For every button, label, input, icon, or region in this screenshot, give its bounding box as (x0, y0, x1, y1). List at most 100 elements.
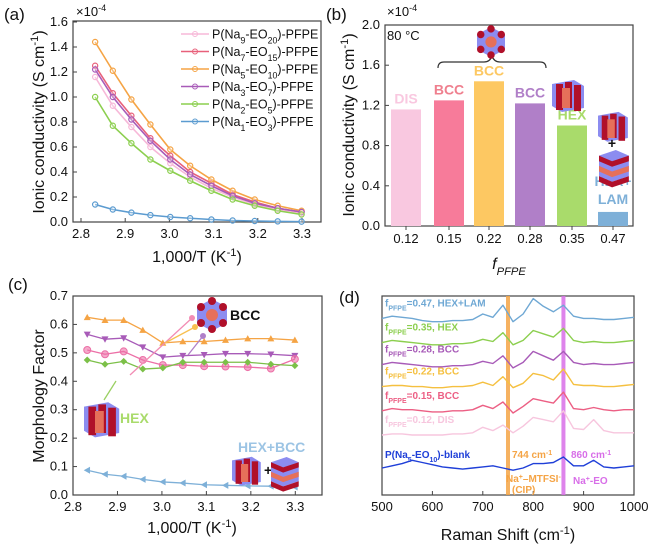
series-line (91, 93, 305, 218)
y-tick-label: 1.0 (50, 89, 68, 104)
data-point (186, 215, 194, 222)
cylinder (601, 115, 609, 140)
data-point (267, 351, 275, 358)
data-point (147, 121, 154, 128)
x-tick-label: 3.1 (205, 226, 223, 241)
sphere (208, 297, 216, 305)
peak-assignment-eo: Na+-EO (573, 476, 608, 488)
data-point (101, 470, 108, 478)
y-tick-label: 0.5 (50, 345, 68, 360)
y-tick-label: 0.0 (362, 218, 380, 233)
sphere (219, 319, 227, 327)
data-point (109, 67, 117, 74)
data-point (147, 211, 154, 219)
data-point (221, 336, 229, 343)
y-tick-label: 0.2 (50, 189, 68, 204)
x-tick-label: 2.8 (72, 226, 90, 241)
series-path (87, 316, 295, 344)
data-point (244, 350, 252, 358)
data-point (221, 481, 229, 489)
y-tick-label: 0.7 (50, 288, 68, 303)
sphere (206, 309, 218, 321)
spectrum-label: fPFPE=0.35, HEX (385, 323, 458, 337)
series-line (83, 356, 299, 373)
hex-structure-icon (84, 402, 120, 438)
x-tick-label: 2.9 (108, 499, 126, 514)
y-tick-label: 0.4 (362, 178, 380, 193)
data-point (186, 171, 194, 178)
data-point (120, 335, 128, 342)
data-point (128, 140, 135, 147)
spectrum (381, 456, 635, 471)
x-tick-label: 600 (422, 499, 444, 514)
spectrum-label: P(Na5-EO10)-blank (385, 450, 470, 464)
plus-sign: + (264, 462, 272, 478)
spectrum (381, 327, 635, 346)
cylinder (562, 88, 570, 108)
data-point (139, 326, 147, 333)
data-point (267, 335, 275, 342)
legend-marker (192, 118, 198, 125)
sphere (497, 45, 505, 54)
spectrum (381, 350, 635, 369)
annotation-hex-bcc: HEX+BCC (238, 439, 305, 455)
bar (598, 211, 628, 226)
data-point (109, 93, 117, 101)
panel-d: (d) 500 600 700 800 900 1000 Raman Shift (cm-1)… (339, 288, 648, 544)
x-tick-label: 0.47 (600, 231, 625, 246)
bar-label: BCC (515, 84, 545, 100)
panel-label: (c) (8, 275, 28, 294)
data-point (128, 116, 135, 123)
data-point (128, 209, 135, 216)
data-point (179, 479, 186, 487)
peak-assignment-cip: Na+–MTFSI- (506, 474, 561, 486)
x-axis-label: fPFPE (492, 256, 526, 278)
legend-label: P(Na1-EO3)-PFPE (212, 115, 313, 133)
annotation-arrow (187, 335, 204, 356)
lamella (271, 481, 299, 492)
data-point (91, 201, 99, 208)
bar (515, 103, 545, 226)
data-point (120, 472, 127, 480)
data-point (221, 358, 229, 366)
data-point (120, 357, 128, 365)
spectrum-label: fPFPE=0.22, BCC (385, 367, 459, 381)
series-path (94, 41, 302, 212)
peak-assignment-cip-sub: (CIP) (512, 485, 535, 496)
cylinder (607, 119, 615, 138)
panel-label: (a) (4, 5, 25, 24)
legend-marker (192, 101, 198, 107)
spectrum-path (381, 297, 635, 323)
panel-c: (c) 0.0 0.1 0.2 0.3 0.4 0.5 0.6 0.7 2.8 2.9 3.0 3.1 3… (8, 275, 323, 537)
y-axis-label: Morphology Factor (31, 329, 48, 463)
x-axis-label: Raman Shift (cm-1) (441, 525, 575, 544)
legend-marker (192, 83, 198, 90)
data-point (200, 352, 208, 359)
spectrum-label: fPFPE=0.28, BCC (385, 345, 459, 359)
y-multiplier: ×10-4 (387, 3, 417, 19)
x-tick-label: 700 (472, 499, 494, 514)
series-path (87, 333, 295, 358)
y-tick-label: 1.6 (362, 57, 380, 72)
legend-label: P(Na2-EO5)-PFPE (212, 98, 313, 116)
data-point (179, 358, 187, 366)
data-point (147, 156, 154, 163)
data-point (159, 339, 167, 346)
data-point (83, 346, 92, 355)
series-line (83, 331, 299, 361)
sphere (487, 25, 495, 33)
data-point (109, 122, 117, 129)
data-point (101, 316, 109, 323)
legend-label: P(Na3-EO7)-PFPE (212, 80, 313, 98)
spectrum-path (381, 350, 635, 369)
x-tick-label: 3.2 (249, 226, 267, 241)
sphere (197, 319, 205, 327)
data-point (167, 213, 174, 221)
data-point (101, 336, 109, 343)
bcc-structure-icon (197, 297, 227, 333)
sphere (485, 36, 497, 48)
x-tick-label: 800 (522, 499, 544, 514)
data-point (159, 364, 167, 372)
data-point (274, 218, 281, 225)
data-point (244, 335, 252, 342)
